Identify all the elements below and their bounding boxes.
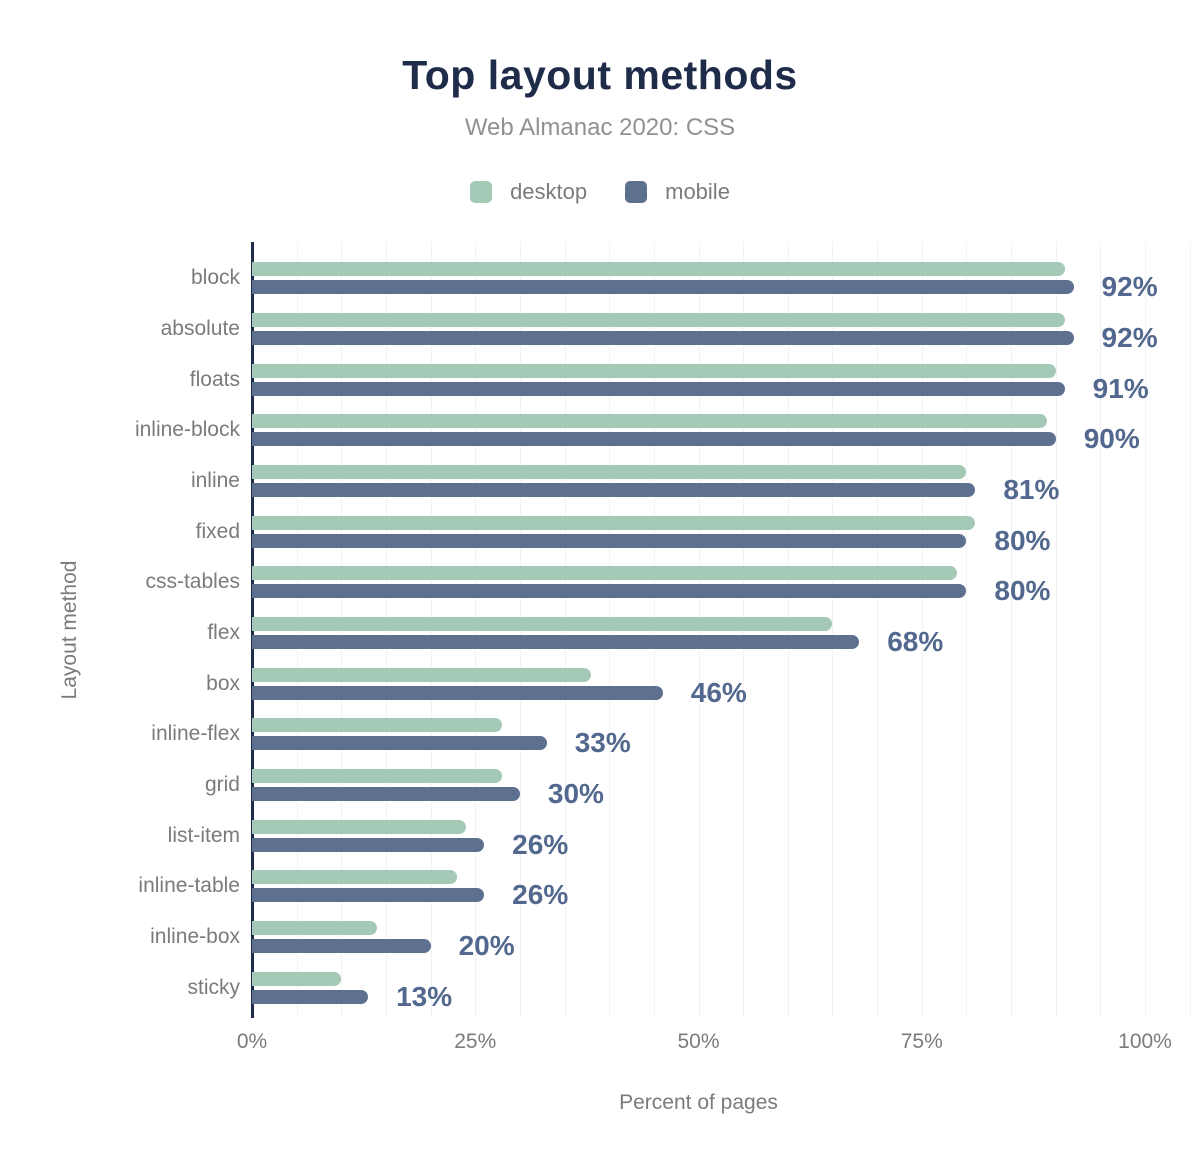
value-label-box: 46% <box>690 676 747 708</box>
bar-mobile-inline-block[interactable] <box>252 432 1056 447</box>
gridline <box>1145 242 1146 1018</box>
x-tick-label-75%: 75% <box>900 1030 943 1053</box>
bar-mobile-fixed[interactable] <box>252 533 967 548</box>
bar-desktop-sticky[interactable] <box>252 971 342 986</box>
bar-mobile-list-item[interactable] <box>252 837 485 852</box>
bar-desktop-inline-box[interactable] <box>252 920 378 935</box>
category-label-block: block <box>190 266 240 290</box>
x-tick-label-50%: 50% <box>677 1030 720 1053</box>
x-tick-label-100%: 100% <box>1118 1030 1172 1053</box>
desktop-swatch <box>470 181 493 203</box>
category-label-grid: grid <box>204 772 240 796</box>
bar-mobile-block[interactable] <box>252 280 1074 295</box>
value-label-inline-block: 90% <box>1083 423 1140 455</box>
bar-mobile-grid[interactable] <box>252 786 520 801</box>
value-label-list-item: 26% <box>512 828 569 860</box>
mobile-swatch <box>625 181 648 203</box>
category-label-inline-block: inline-block <box>134 418 240 442</box>
bar-desktop-block[interactable] <box>252 262 1065 277</box>
category-label-inline: inline <box>190 468 240 492</box>
gridline <box>877 242 879 1018</box>
bar-desktop-fixed[interactable] <box>252 515 976 530</box>
chart-subtitle: Web Almanac 2020: CSS <box>464 114 736 141</box>
bar-desktop-inline-table[interactable] <box>252 870 458 885</box>
bar-mobile-inline-box[interactable] <box>252 938 431 953</box>
value-label-flex: 68% <box>887 625 944 657</box>
category-label-flex: flex <box>207 620 240 644</box>
bar-desktop-floats[interactable] <box>252 363 1056 378</box>
x-tick-label-0%: 0% <box>236 1030 268 1053</box>
legend-item-mobile[interactable]: mobile <box>625 179 730 205</box>
category-label-box: box <box>206 671 240 695</box>
gridline <box>1100 242 1102 1018</box>
bar-mobile-box[interactable] <box>252 685 663 700</box>
bar-mobile-css-tables[interactable] <box>252 584 967 599</box>
bar-mobile-sticky[interactable] <box>252 989 369 1004</box>
bar-desktop-list-item[interactable] <box>252 819 467 834</box>
value-label-floats: 91% <box>1092 372 1149 404</box>
bar-desktop-inline-block[interactable] <box>252 414 1047 429</box>
bar-mobile-inline[interactable] <box>252 482 976 497</box>
bar-desktop-css-tables[interactable] <box>252 566 958 581</box>
gridline <box>832 242 834 1018</box>
gridline <box>966 242 968 1018</box>
value-label-inline-flex: 33% <box>574 727 631 759</box>
bar-mobile-inline-flex[interactable] <box>252 736 547 751</box>
gridline <box>1189 242 1191 1018</box>
category-label-floats: floats <box>189 367 240 391</box>
category-label-inline-table: inline-table <box>138 874 240 898</box>
bar-mobile-flex[interactable] <box>252 634 860 649</box>
bar-desktop-absolute[interactable] <box>252 312 1065 327</box>
category-label-inline-flex: inline-flex <box>151 722 240 746</box>
category-label-list-item: list-item <box>167 823 240 847</box>
value-label-fixed: 80% <box>994 524 1051 556</box>
value-label-sticky: 13% <box>396 980 453 1012</box>
bar-mobile-absolute[interactable] <box>252 330 1074 345</box>
chart-title: Top layout methods <box>402 52 798 98</box>
bar-desktop-inline[interactable] <box>252 464 967 479</box>
bar-desktop-flex[interactable] <box>252 616 833 631</box>
category-label-inline-box: inline-box <box>150 924 240 948</box>
bar-desktop-box[interactable] <box>252 667 592 682</box>
value-label-absolute: 92% <box>1101 321 1158 353</box>
value-label-inline-table: 26% <box>512 879 569 911</box>
gridline <box>1055 242 1057 1018</box>
gridline <box>1011 242 1013 1018</box>
value-label-grid: 30% <box>547 777 604 809</box>
legend-label-mobile: mobile <box>665 179 730 204</box>
legend: desktop mobile <box>0 179 1200 205</box>
y-axis-title: Layout method <box>58 560 81 700</box>
x-axis-title: Percent of pages <box>619 1091 778 1114</box>
category-label-fixed: fixed <box>195 519 240 543</box>
bar-desktop-grid[interactable] <box>252 768 503 783</box>
value-label-inline-box: 20% <box>458 929 515 961</box>
category-label-css-tables: css-tables <box>145 570 240 594</box>
gridline <box>921 242 923 1018</box>
value-label-css-tables: 80% <box>994 575 1051 607</box>
x-tick-label-25%: 25% <box>454 1030 497 1053</box>
legend-label-desktop: desktop <box>510 179 588 204</box>
bar-mobile-floats[interactable] <box>252 381 1065 396</box>
value-label-block: 92% <box>1101 271 1158 303</box>
value-label-inline: 81% <box>1003 473 1060 505</box>
category-label-absolute: absolute <box>160 316 240 340</box>
bar-mobile-inline-table[interactable] <box>252 888 485 903</box>
bar-desktop-inline-flex[interactable] <box>252 718 503 733</box>
legend-item-desktop[interactable]: desktop <box>470 179 587 205</box>
category-label-sticky: sticky <box>187 975 241 999</box>
